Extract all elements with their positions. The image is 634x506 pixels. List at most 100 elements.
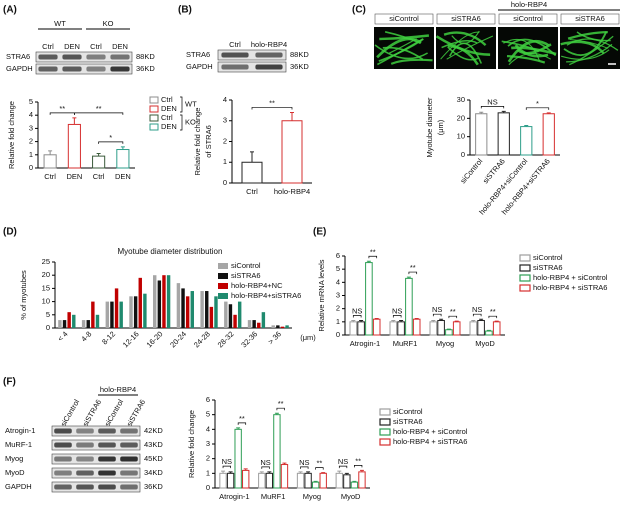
legend-bracket (180, 114, 183, 131)
protein-size: 36KD (144, 482, 163, 491)
bar (365, 262, 373, 336)
y-tick-label: 2 (336, 304, 340, 313)
significance-label: ** (450, 307, 456, 316)
lane-label: holo-RBP4 (251, 40, 287, 49)
x-tick-label: MuRF1 (261, 492, 286, 501)
error-bar (298, 471, 303, 474)
blot-strip (51, 453, 141, 465)
y-tick-label: 4 (206, 424, 210, 433)
significance-bracket (354, 465, 363, 468)
x-tick-label: siControl (458, 157, 484, 186)
legend-swatch (379, 408, 391, 416)
legend-swatch (218, 273, 228, 279)
blot-band (221, 64, 249, 70)
legend-swatch (149, 105, 159, 113)
significance-bracket (448, 315, 458, 319)
legend-label: Ctrl (161, 113, 173, 122)
bar (95, 314, 100, 328)
y-tick-label: 30 (457, 95, 465, 104)
y-tick-label: 4 (29, 110, 33, 119)
group-label: WT (54, 19, 66, 28)
y-tick-label: 2 (223, 136, 227, 145)
significance-label: NS (299, 458, 309, 467)
x-tick-label: MyoD (475, 339, 495, 348)
myotube (507, 38, 557, 57)
y-tick-label: 3 (336, 290, 340, 299)
bar (67, 123, 81, 169)
myotube (560, 40, 605, 55)
error-bar (337, 470, 342, 474)
panel-label: (C) (352, 5, 366, 16)
bar (492, 321, 501, 336)
bar (86, 320, 90, 328)
bar (445, 329, 453, 336)
bar (43, 154, 57, 169)
significance-label: ** (370, 247, 376, 256)
blot-strip (35, 63, 133, 75)
protein-name: STRA6 (6, 52, 30, 61)
bar (116, 149, 130, 169)
significance-label: * (109, 133, 112, 142)
bar (234, 428, 242, 489)
myotube (566, 43, 613, 63)
bar (176, 283, 181, 328)
x-tick-label: Ctrl (44, 172, 56, 181)
error-bar (486, 329, 491, 332)
bar (138, 277, 142, 328)
blot-strip (51, 481, 141, 493)
bar (62, 320, 67, 328)
blot-band (62, 54, 82, 60)
bar (162, 275, 166, 328)
myotube (435, 35, 491, 56)
y-tick-label: 1 (223, 157, 227, 166)
significance-label: * (536, 99, 539, 108)
error-bar (306, 471, 311, 474)
bar (405, 277, 413, 336)
legend-swatch (519, 254, 531, 262)
myotube (451, 30, 480, 44)
legend-label: siControl (533, 253, 563, 262)
x-tick-label: 28-32 (216, 329, 236, 349)
bar (520, 126, 533, 156)
x-tick-label: 8-12 (100, 329, 117, 346)
significance-label: ** (355, 456, 361, 465)
x-axis-label: (μm) (300, 333, 316, 342)
blot-band (76, 470, 94, 476)
blot-band (120, 442, 138, 448)
bar (257, 322, 261, 328)
error-bar (313, 480, 318, 483)
significance-label: NS (260, 458, 270, 467)
legend-bracket (180, 96, 183, 113)
legend-label: siSTRA6 (231, 271, 261, 280)
legend-swatch (149, 123, 159, 131)
protein-size: 88KD (136, 52, 155, 61)
legend-swatch (379, 438, 391, 446)
significance-label: ** (278, 399, 284, 408)
error-bar (352, 480, 357, 483)
blot-band (110, 66, 130, 72)
blot-band (54, 442, 72, 448)
lane-label: siSTRA6 (125, 398, 148, 428)
y-axis-label: Relative fold change (187, 410, 196, 478)
significance-bracket (251, 107, 293, 110)
legend-label: holo-RBP4 + siControl (393, 427, 468, 436)
myotube (441, 39, 478, 49)
x-tick-label: holo-RBP4 (274, 187, 310, 196)
panel-label: (B) (178, 5, 192, 16)
bar (241, 161, 263, 184)
lane-label: siControl (103, 398, 126, 428)
significance-bracket (300, 466, 309, 469)
legend-label: siSTRA6 (393, 417, 423, 426)
lane-label: DEN (112, 42, 128, 51)
blot-band (221, 52, 249, 58)
error-bar (399, 320, 404, 322)
myotube (384, 30, 421, 44)
y-axis-label: % of myotubes (19, 270, 28, 320)
error-bar (391, 320, 396, 322)
bar (209, 306, 214, 328)
header-box (560, 13, 620, 25)
header-box (374, 13, 434, 25)
legend-group: WT (185, 99, 197, 108)
blot-band (120, 470, 138, 476)
bar (58, 320, 62, 328)
